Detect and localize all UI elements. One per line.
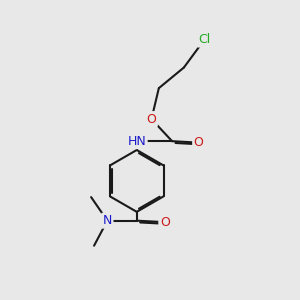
Text: HN: HN (128, 135, 146, 148)
Text: O: O (194, 136, 203, 149)
Text: Cl: Cl (198, 33, 211, 46)
Text: O: O (160, 216, 170, 229)
Text: N: N (103, 214, 112, 227)
Text: O: O (146, 112, 156, 126)
